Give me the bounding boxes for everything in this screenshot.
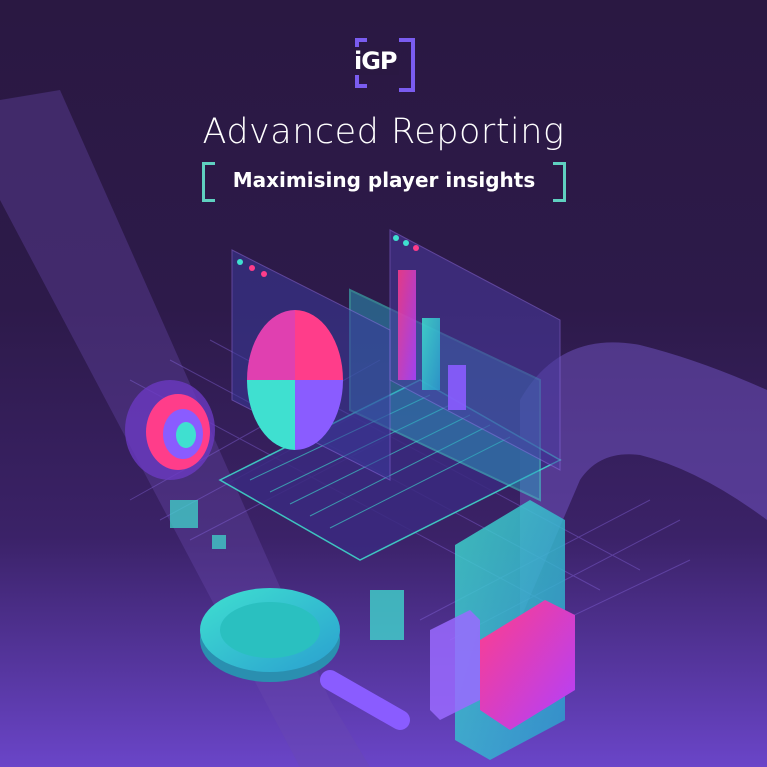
logo-bracket-top <box>355 38 367 42</box>
cube <box>212 535 226 549</box>
logo-text: iGP <box>352 47 399 75</box>
light-beams <box>191 210 642 650</box>
target-icon <box>125 380 215 480</box>
bar-2 <box>422 318 440 390</box>
background-swoosh-right <box>520 342 767 620</box>
bar-3 <box>448 365 466 410</box>
bar-block-pink <box>480 600 575 730</box>
cube <box>370 590 404 640</box>
pie-chart <box>247 310 343 450</box>
magnifier-icon <box>200 588 410 730</box>
subtitle: Maximising player insights <box>232 168 536 192</box>
bracket-right <box>553 162 566 202</box>
logo-bracket-right <box>399 38 415 92</box>
bar-1 <box>398 270 416 380</box>
bar-block-violet <box>430 610 480 720</box>
igp-logo: iGP <box>352 38 415 92</box>
bracket-left <box>202 162 215 202</box>
logo-bracket-bottom <box>355 84 367 88</box>
subtitle-box: Maximising player insights <box>202 162 566 202</box>
page-title: Advanced Reporting <box>202 112 565 152</box>
